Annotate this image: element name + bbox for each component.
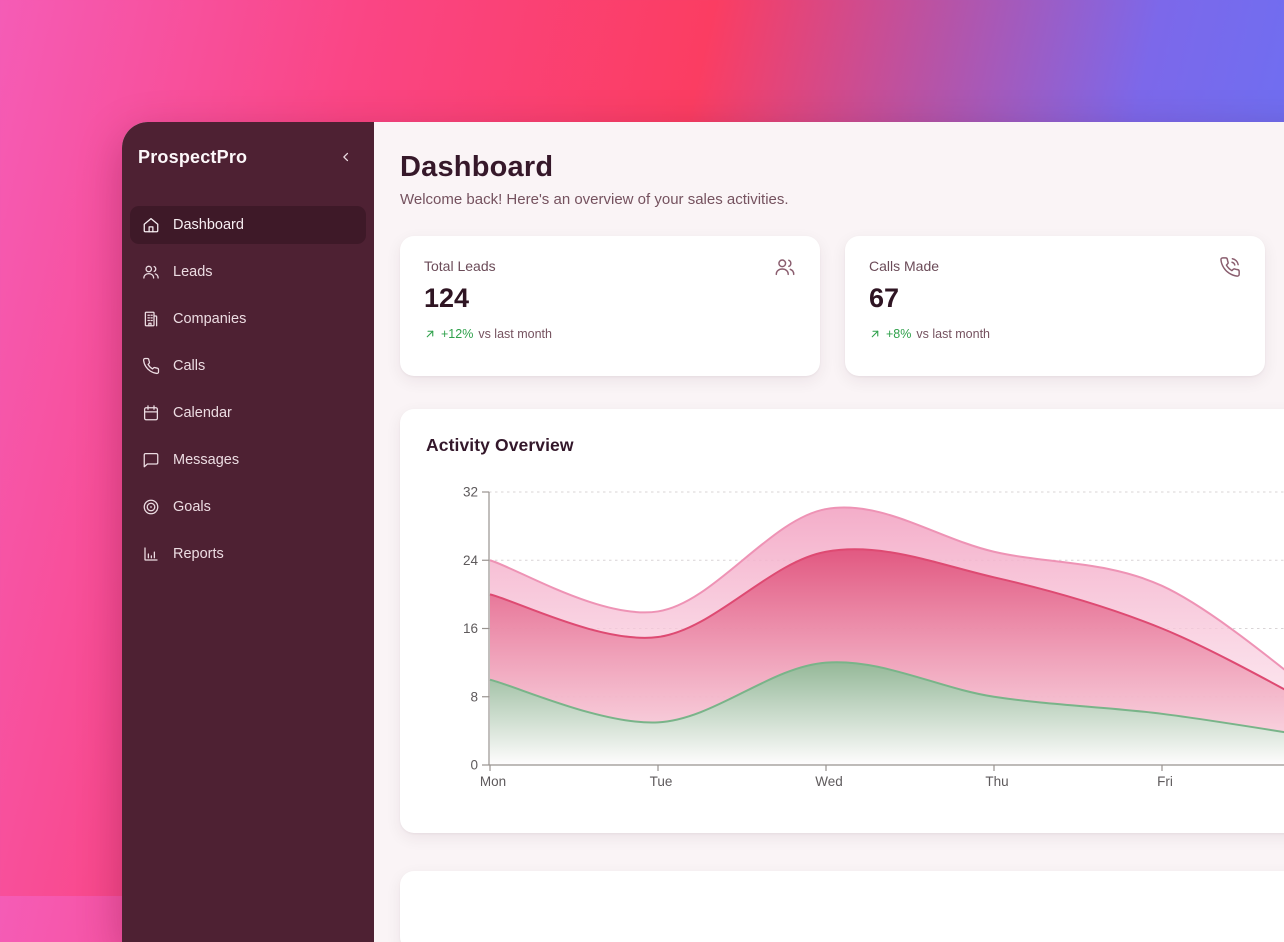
stat-trend-note: vs last month <box>478 326 552 341</box>
sidebar-item-calls[interactable]: Calls <box>130 347 366 385</box>
stat-trend: +8% vs last month <box>869 327 1241 341</box>
sidebar-item-calendar[interactable]: Calendar <box>130 394 366 432</box>
chevron-left-icon <box>343 152 349 162</box>
phone-call-icon <box>1219 256 1241 278</box>
message-square-icon <box>142 451 160 469</box>
stat-trend: +12% vs last month <box>424 327 796 341</box>
users-icon <box>142 263 160 281</box>
y-tick-label: 0 <box>470 757 478 772</box>
x-tick-label: Tue <box>650 774 673 789</box>
sidebar-nav: Dashboard Leads Companies Calls Calendar Mess… <box>130 206 366 573</box>
line-series <box>489 506 1284 733</box>
activity-overview-card: Activity Overview 0 8 16 24 32 Mon Tue Wed Thu Fr… <box>400 408 1284 833</box>
sidebar-item-label: Reports <box>173 546 224 562</box>
app-title: ProspectPro <box>138 146 248 167</box>
area-series <box>490 507 1284 765</box>
sidebar-item-dashboard[interactable]: Dashboard <box>130 206 366 244</box>
sidebar-item-label: Goals <box>173 499 211 515</box>
sidebar-item-label: Dashboard <box>173 217 244 233</box>
sidebar-item-companies[interactable]: Companies <box>130 300 366 338</box>
arrow-up-right-icon <box>869 328 881 340</box>
y-axis: 0 8 16 24 32 <box>463 484 490 772</box>
partial-card-below <box>400 870 1284 942</box>
stat-trend-note: vs last month <box>916 326 991 341</box>
main-content: Dashboard Welcome back! Here's an overvi… <box>374 122 1284 942</box>
arrow-up-right-icon <box>424 328 436 340</box>
sidebar-item-label: Leads <box>173 264 213 280</box>
activity-overview-title: Activity Overview <box>426 434 574 455</box>
sidebar-item-label: Calendar <box>173 405 232 421</box>
stat-label: Calls Made <box>869 257 940 274</box>
home-icon <box>142 216 160 234</box>
activity-area-chart: 0 8 16 24 32 Mon Tue Wed Thu Fri <box>463 484 1284 789</box>
target-icon <box>142 498 160 516</box>
stat-trend-percent: +8% <box>886 326 912 341</box>
stat-trend-percent: +12% <box>441 326 474 341</box>
stat-label: Total Leads <box>424 257 496 274</box>
app-window: ProspectPro Dashboard Leads Companies Calls… <box>122 122 1284 942</box>
x-axis: Mon Tue Wed Thu Fri <box>480 764 1284 789</box>
sidebar-item-label: Messages <box>173 452 240 468</box>
stat-card-total-leads: Total Leads 124 +12% vs last month <box>400 235 820 376</box>
y-tick-label: 24 <box>463 553 479 568</box>
page-subtitle: Welcome back! Here's an overview of your… <box>400 190 789 208</box>
sidebar-item-goals[interactable]: Goals <box>130 488 366 526</box>
stat-value: 67 <box>869 282 900 313</box>
sidebar-item-leads[interactable]: Leads <box>130 253 366 291</box>
stat-value: 124 <box>424 282 470 313</box>
y-tick-label: 32 <box>463 484 478 499</box>
sidebar-item-messages[interactable]: Messages <box>130 441 366 479</box>
sidebar: ProspectPro Dashboard Leads Companies Calls… <box>122 122 374 942</box>
sidebar-item-label: Companies <box>173 311 247 327</box>
x-tick-label: Thu <box>985 774 1008 789</box>
calendar-icon <box>142 404 160 422</box>
y-tick-label: 8 <box>470 689 478 704</box>
bar-chart-icon <box>142 545 160 563</box>
green-area <box>490 662 1284 765</box>
stat-card-calls-made: Calls Made 67 +8% vs last month <box>845 235 1265 376</box>
middle-rose-area-line <box>489 548 1284 691</box>
phone-icon <box>142 357 160 375</box>
users-icon <box>774 256 796 278</box>
x-tick-label: Fri <box>1157 774 1173 789</box>
y-tick-label: 16 <box>463 621 478 636</box>
green-area-line <box>489 661 1284 733</box>
sidebar-collapse-button[interactable] <box>336 147 356 167</box>
sidebar-item-reports[interactable]: Reports <box>130 535 366 573</box>
outer-light-pink-area-line <box>489 506 1284 671</box>
sidebar-item-label: Calls <box>173 358 206 374</box>
sidebar-header: ProspectPro <box>130 146 366 168</box>
building-icon <box>142 310 160 328</box>
stat-cards-row: Total Leads 124 +12% vs last month Calls Mad… <box>400 235 1284 376</box>
x-tick-label: Mon <box>480 774 506 789</box>
page-title: Dashboard <box>400 151 554 183</box>
x-tick-label: Wed <box>815 774 843 789</box>
